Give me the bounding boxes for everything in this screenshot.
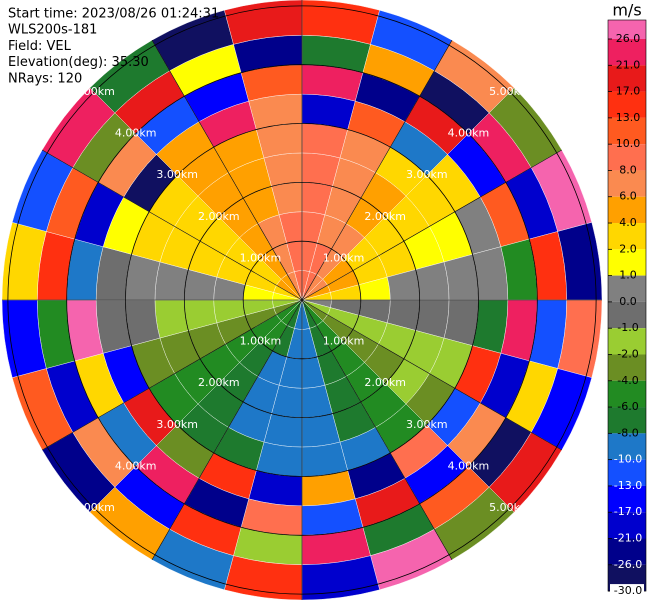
colorbar-segment — [608, 538, 646, 565]
colorbar-label: 13.0 — [616, 111, 641, 124]
velocity-cell — [443, 254, 479, 301]
info-line: Elevation(deg): 35.30 — [8, 55, 149, 70]
ring-label: 3.00km — [406, 418, 448, 431]
colorbar-label: 6.0 — [619, 190, 637, 203]
colorbar-label: 17.0 — [616, 85, 641, 98]
range-ring — [125, 123, 479, 477]
colorbar-segment — [608, 380, 646, 408]
velocity-field — [1, 0, 603, 601]
colorbar-label: -21.0 — [614, 532, 642, 545]
colorbar-segment — [608, 275, 646, 302]
ring-label: 2.00km — [364, 376, 406, 389]
colorbar-label: -1.0 — [617, 321, 638, 334]
ring-label: 3.00km — [406, 168, 448, 181]
ring-label: 4.00km — [115, 127, 157, 140]
info-line: NRays: 120 — [8, 71, 82, 86]
ring-label: 4.00km — [448, 459, 490, 472]
ring-label: 2.00km — [198, 376, 240, 389]
colorbar-segment — [608, 433, 646, 460]
colorbar-label: 1.0 — [619, 269, 637, 282]
colorbar-title: m/s — [612, 1, 641, 20]
info-block: Start time: 2023/08/26 01:24:31WLS200s-1… — [8, 7, 219, 87]
velocity-cell — [125, 299, 161, 346]
colorbar-segment — [608, 485, 646, 513]
velocity-cell — [301, 123, 348, 159]
info-line: WLS200s-181 — [8, 23, 97, 38]
colorbar-segment — [608, 196, 646, 224]
ring-label: 5.00km — [73, 501, 115, 514]
ring-label: 4.00km — [448, 127, 490, 140]
colorbar-label: -6.0 — [617, 400, 638, 413]
ring-label: 5.00km — [73, 85, 115, 98]
colorbar-segment — [608, 117, 646, 145]
velocity-cell — [125, 254, 161, 301]
ring-label: 2.00km — [198, 210, 240, 223]
velocity-cell — [443, 299, 479, 346]
colorbar-label: -30.0 — [614, 584, 642, 597]
colorbar-label: 0.0 — [619, 295, 637, 308]
colorbar-label-bg — [610, 584, 644, 599]
range-ring — [7, 5, 597, 595]
colorbar-label: -8.0 — [617, 426, 638, 439]
velocity-cell — [256, 123, 303, 159]
ring-label: 1.00km — [323, 251, 365, 264]
colorbar-label: 10.0 — [616, 137, 641, 150]
colorbar: m/s 26.0 21.0 17.0 13.0 10.0 8.0 6.0 4.0 2.0 1.0 0… — [607, 1, 647, 599]
colorbar-segment — [608, 407, 646, 434]
colorbar-label: -26.0 — [614, 558, 642, 571]
colorbar-segment — [608, 459, 646, 486]
velocity-cell — [224, 0, 303, 45]
colorbar-label: 26.0 — [616, 32, 641, 45]
colorbar-segment — [608, 223, 646, 250]
ring-label: 1.00km — [240, 335, 282, 348]
colorbar-segment — [608, 354, 646, 381]
info-line: Start time: 2023/08/26 01:24:31 — [8, 7, 219, 22]
colorbar-segment — [608, 249, 646, 276]
colorbar-segment — [608, 301, 646, 329]
colorbar-segment — [608, 65, 646, 92]
ring-label: 3.00km — [156, 168, 198, 181]
ring-label: 3.00km — [156, 418, 198, 431]
colorbar-segment — [608, 20, 646, 39]
colorbar-label: -2.0 — [617, 347, 638, 360]
colorbar-label: -13.0 — [614, 479, 642, 492]
colorbar-label: 2.0 — [619, 242, 637, 255]
colorbar-label: 21.0 — [616, 58, 641, 71]
ring-label: 5.00km — [489, 501, 531, 514]
ring-label: 5.00km — [489, 85, 531, 98]
colorbar-segment — [608, 512, 646, 539]
ring-label: 2.00km — [364, 210, 406, 223]
colorbar-label: 4.0 — [619, 216, 637, 229]
colorbar-segment — [608, 170, 646, 197]
ring-labels: 1.00km 1.00km 1.00km 1.00km 2.00km 2.00km 2.00… — [73, 85, 531, 514]
velocity-cell — [256, 441, 303, 477]
ring-label: 4.00km — [115, 459, 157, 472]
spoke — [151, 40, 453, 560]
colorbar-segment — [608, 39, 646, 66]
ring-label: 1.00km — [323, 335, 365, 348]
range-ring — [66, 64, 538, 536]
colorbar-segment — [608, 144, 646, 171]
colorbar-label: -17.0 — [614, 505, 642, 518]
colorbar-segment — [608, 328, 646, 355]
colorbar-segment — [608, 91, 646, 118]
colorbar-label: -4.0 — [617, 374, 638, 387]
colorbar-label: -10.0 — [614, 453, 642, 466]
info-line: Field: VEL — [8, 39, 72, 54]
colorbar-label: 8.0 — [619, 163, 637, 176]
ring-label: 1.00km — [240, 251, 282, 264]
velocity-cell — [301, 441, 348, 477]
range-ring — [242, 240, 362, 360]
polar-grid — [2, 0, 602, 600]
range-ring — [183, 181, 421, 419]
